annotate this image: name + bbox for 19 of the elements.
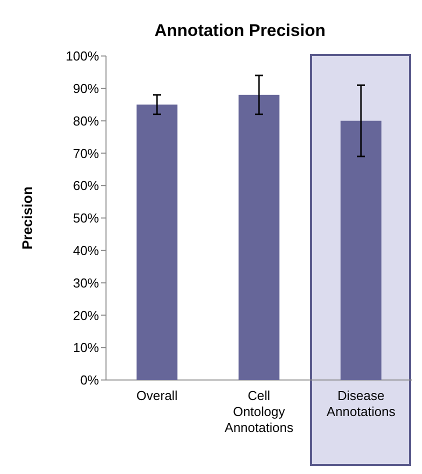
y-tick-label: 100%: [66, 48, 100, 64]
y-tick-label: 0%: [80, 372, 100, 388]
chart-title: Annotation Precision: [154, 21, 326, 40]
y-tick-label: 70%: [72, 146, 100, 161]
bar: [136, 104, 178, 380]
y-tick-label: 10%: [72, 340, 100, 356]
y-axis-title: Precision: [19, 186, 35, 250]
y-tick-label: 90%: [72, 80, 100, 96]
y-tick-label: 60%: [72, 178, 100, 194]
y-tick-label: 50%: [72, 210, 100, 226]
x-tick-label: Overall: [136, 388, 178, 403]
bar: [340, 120, 382, 380]
y-tick-label: 40%: [72, 242, 100, 258]
x-tick-label: Cell Ontology Annotations: [224, 388, 294, 435]
y-tick-label: 80%: [72, 113, 100, 128]
bar: [238, 94, 280, 380]
y-tick-label: 30%: [72, 275, 100, 290]
y-tick-label: 20%: [72, 308, 100, 323]
x-tick-label: Disease Annotations: [326, 388, 396, 419]
